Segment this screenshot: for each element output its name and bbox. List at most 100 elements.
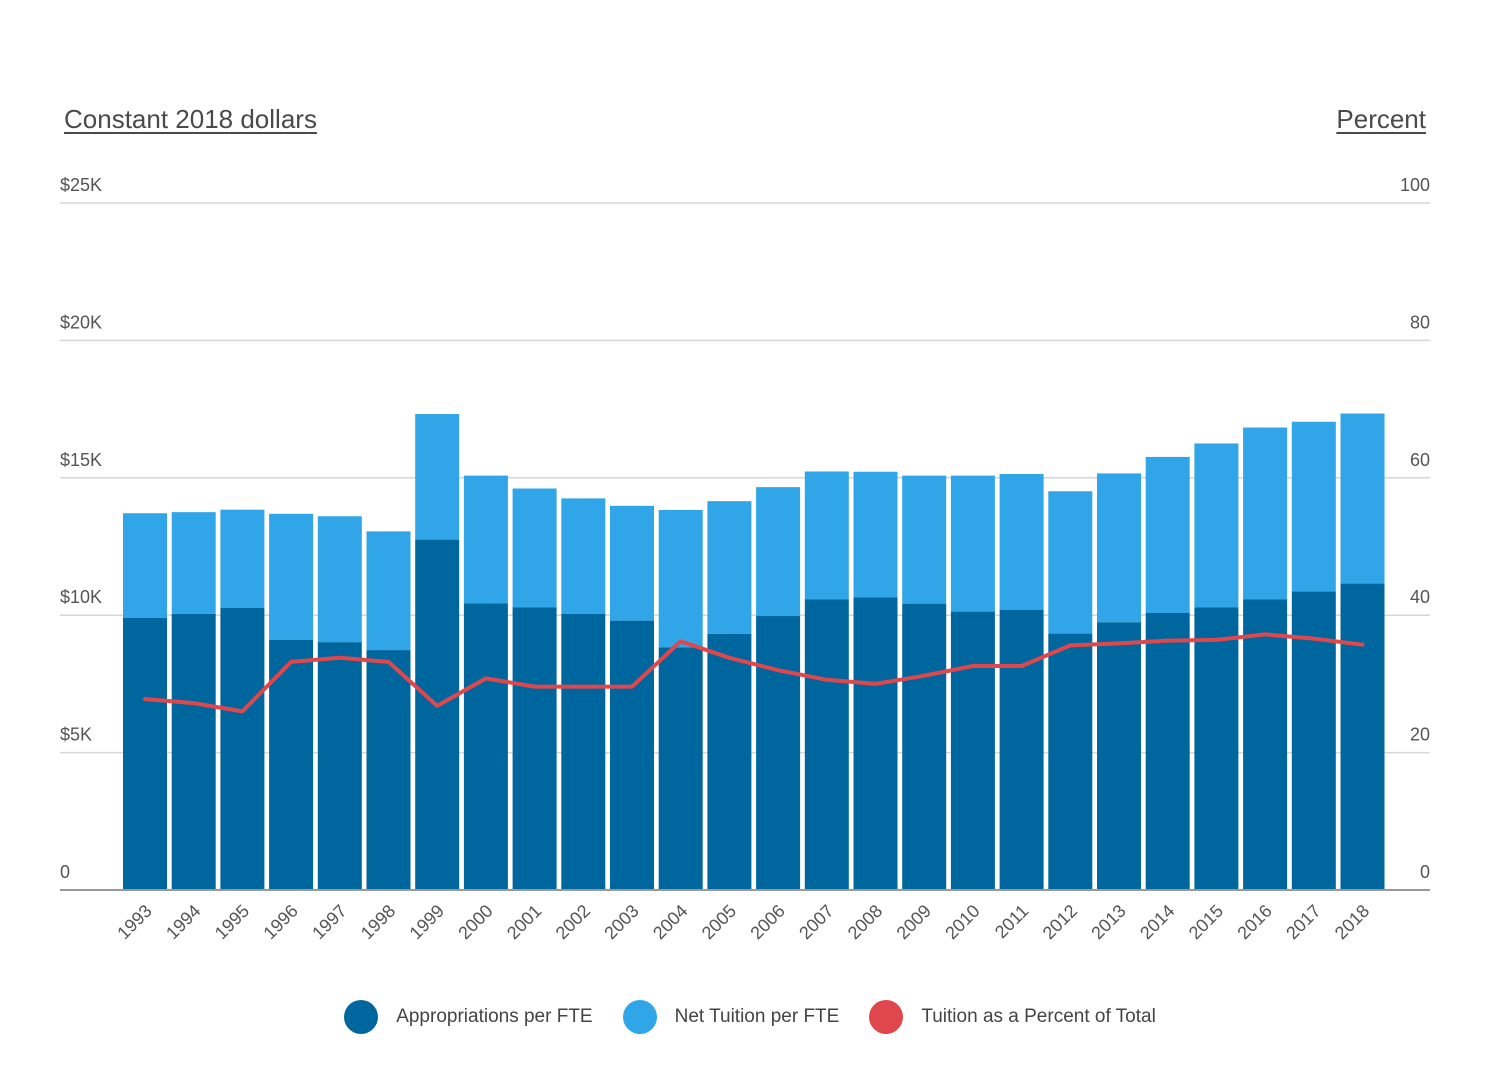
left-axis-title: Constant 2018 dollars xyxy=(64,104,317,134)
bar-net-tuition[interactable] xyxy=(1145,456,1190,614)
x-tick-label: 2005 xyxy=(698,901,740,943)
bar-appropriations[interactable] xyxy=(1340,583,1385,890)
line-tuition-percent[interactable] xyxy=(143,632,1365,714)
bar-appropriations[interactable] xyxy=(707,633,752,890)
bar-net-tuition[interactable] xyxy=(707,501,752,634)
bar-appropriations[interactable] xyxy=(658,647,703,890)
legend-item-appropriations[interactable]: Appropriations per FTE xyxy=(344,1000,593,1034)
right-tick-label: 80 xyxy=(1410,312,1430,332)
bar-net-tuition[interactable] xyxy=(999,473,1044,610)
x-tick-label: 1999 xyxy=(406,901,448,943)
bar-appropriations[interactable] xyxy=(1243,599,1288,890)
bar-appropriations[interactable] xyxy=(804,599,849,890)
legend-item-tuition-percent[interactable]: Tuition as a Percent of Total xyxy=(869,1000,1156,1034)
bar-net-tuition[interactable] xyxy=(1194,443,1239,608)
bar-appropriations[interactable] xyxy=(902,603,947,890)
bar-net-tuition[interactable] xyxy=(658,509,703,648)
bar-net-tuition[interactable] xyxy=(366,531,411,651)
bar-net-tuition[interactable] xyxy=(415,414,460,540)
bar-net-tuition[interactable] xyxy=(756,487,801,617)
bar-appropriations[interactable] xyxy=(366,650,411,890)
x-tick-label: 2007 xyxy=(795,901,837,943)
bar-appropriations[interactable] xyxy=(463,603,508,890)
x-tick-label: 2002 xyxy=(552,901,594,943)
bar-appropriations[interactable] xyxy=(269,639,314,890)
x-tick-label: 2015 xyxy=(1185,901,1227,943)
right-axis-title: Percent xyxy=(1336,104,1426,134)
bar-appropriations[interactable] xyxy=(1048,633,1093,890)
x-tick-label: 2009 xyxy=(893,901,935,943)
bar-net-tuition[interactable] xyxy=(804,471,849,600)
x-tick-label: 2003 xyxy=(600,901,642,943)
x-tick-label: 1998 xyxy=(357,901,399,943)
left-tick-label: 0 xyxy=(60,862,70,882)
left-tick-label: $20K xyxy=(60,312,102,332)
bar-net-tuition[interactable] xyxy=(561,498,606,614)
bar-appropriations[interactable] xyxy=(171,613,216,890)
right-tick-label: 0 xyxy=(1420,862,1430,882)
legend-swatch-tuition-percent xyxy=(869,1000,904,1034)
bar-net-tuition[interactable] xyxy=(1048,491,1093,634)
bar-appropriations[interactable] xyxy=(512,607,557,890)
bar-appropriations[interactable] xyxy=(561,613,606,890)
x-tick-label: 2004 xyxy=(649,901,691,943)
x-tick-label: 1994 xyxy=(162,901,204,943)
bar-appropriations[interactable] xyxy=(220,607,265,890)
x-tick-label: 2011 xyxy=(991,901,1033,943)
x-tick-label: 1997 xyxy=(308,901,350,943)
bar-appropriations[interactable] xyxy=(756,616,801,890)
bar-net-tuition[interactable] xyxy=(1340,413,1385,584)
left-tick-label: $10K xyxy=(60,587,102,607)
legend-label-appropriations: Appropriations per FTE xyxy=(396,1006,593,1027)
bar-net-tuition[interactable] xyxy=(463,475,508,604)
bar-net-tuition[interactable] xyxy=(902,475,947,604)
left-tick-label: $5K xyxy=(60,725,92,745)
percent-line-layer xyxy=(143,632,1365,714)
left-tick-label: $25K xyxy=(60,175,102,195)
x-tick-label: 2010 xyxy=(941,901,983,943)
legend-item-net-tuition[interactable]: Net Tuition per FTE xyxy=(622,1000,839,1034)
x-tick-label: 2017 xyxy=(1282,901,1324,943)
bar-appropriations[interactable] xyxy=(610,620,654,890)
x-tick-label: 2016 xyxy=(1233,901,1275,943)
bar-appropriations[interactable] xyxy=(123,617,167,890)
bar-net-tuition[interactable] xyxy=(1291,421,1336,592)
right-tick-label: 40 xyxy=(1410,587,1430,607)
x-tick-label: 2013 xyxy=(1087,901,1129,943)
x-tick-label: 2006 xyxy=(746,901,788,943)
bar-net-tuition[interactable] xyxy=(610,505,654,621)
legend-swatch-net-tuition xyxy=(622,1000,657,1034)
legend-swatch-appropriations xyxy=(344,1000,379,1034)
bar-net-tuition[interactable] xyxy=(220,509,265,608)
bar-net-tuition[interactable] xyxy=(512,488,557,608)
x-tick-label: 2014 xyxy=(1136,901,1178,943)
bar-net-tuition[interactable] xyxy=(317,516,362,643)
bar-net-tuition[interactable] xyxy=(1097,473,1141,623)
bar-net-tuition[interactable] xyxy=(123,513,167,618)
bar-appropriations[interactable] xyxy=(1097,622,1141,890)
right-tick-label: 100 xyxy=(1400,175,1430,195)
legend: Appropriations per FTE Net Tuition per F… xyxy=(0,1000,1500,1034)
y-tick-labels: 0 $5K $10K $15K $20K $25K 0 20 40 60 80 100 xyxy=(60,175,1430,882)
x-tick-label: 1996 xyxy=(259,901,301,943)
bar-net-tuition[interactable] xyxy=(171,512,216,614)
bar-appropriations[interactable] xyxy=(1194,607,1239,890)
x-tick-label: 2012 xyxy=(1039,901,1081,943)
right-tick-label: 20 xyxy=(1410,725,1430,745)
x-tick-label: 1995 xyxy=(211,901,253,943)
bar-net-tuition[interactable] xyxy=(1243,427,1288,600)
x-tick-label: 2008 xyxy=(844,901,886,943)
bar-net-tuition[interactable] xyxy=(269,513,314,640)
bar-appropriations[interactable] xyxy=(1145,613,1190,890)
x-tick-labels: 1993 1994 1995 1996 1997 1998 1999 2000 2001 2002… xyxy=(113,901,1373,943)
bar-appropriations[interactable] xyxy=(999,609,1044,890)
bar-appropriations[interactable] xyxy=(317,642,362,890)
x-tick-label: 2000 xyxy=(454,901,496,943)
bar-appropriations[interactable] xyxy=(415,539,460,890)
bars xyxy=(60,413,1430,891)
bar-appropriations[interactable] xyxy=(853,597,898,890)
bar-net-tuition[interactable] xyxy=(853,471,898,598)
bar-net-tuition[interactable] xyxy=(950,475,995,612)
bar-appropriations[interactable] xyxy=(950,611,995,890)
